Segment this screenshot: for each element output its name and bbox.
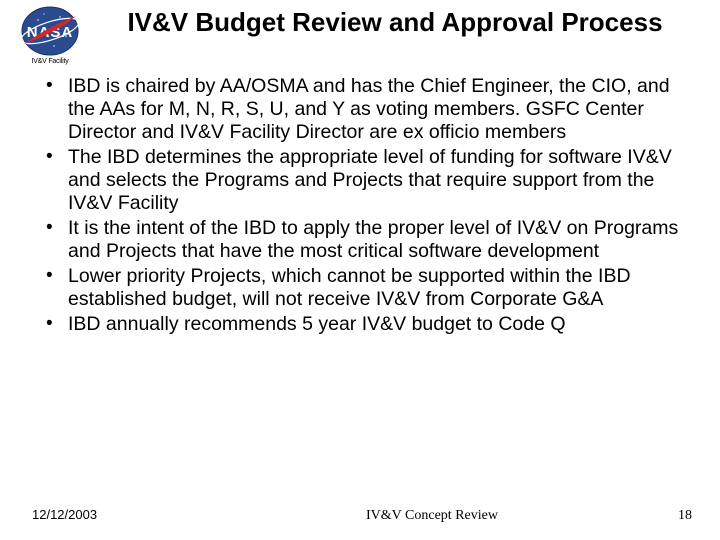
bullet-list: IBD is chaired by AA/OSMA and has the Ch… — [40, 75, 690, 336]
footer-date: 12/12/2003 — [32, 507, 232, 522]
logo-block: NASA IV&V Facility — [10, 6, 90, 65]
slide-header: NASA IV&V Facility IV&V Budget Review an… — [0, 0, 720, 65]
bullet-item: The IBD determines the appropriate level… — [40, 146, 690, 215]
slide-content: IBD is chaired by AA/OSMA and has the Ch… — [0, 65, 720, 336]
bullet-item: It is the intent of the IBD to apply the… — [40, 217, 690, 263]
facility-label: IV&V Facility — [31, 58, 68, 65]
bullet-item: Lower priority Projects, which cannot be… — [40, 265, 690, 311]
nasa-logo-icon: NASA — [18, 6, 82, 56]
footer-center: IV&V Concept Review — [232, 508, 632, 524]
bullet-item: IBD annually recommends 5 year IV&V budg… — [40, 313, 690, 336]
bullet-item: IBD is chaired by AA/OSMA and has the Ch… — [40, 75, 690, 144]
footer-page-number: 18 — [632, 508, 692, 524]
slide-title: IV&V Budget Review and Approval Process — [90, 6, 710, 38]
slide-footer: 12/12/2003 IV&V Concept Review 18 — [0, 507, 720, 524]
